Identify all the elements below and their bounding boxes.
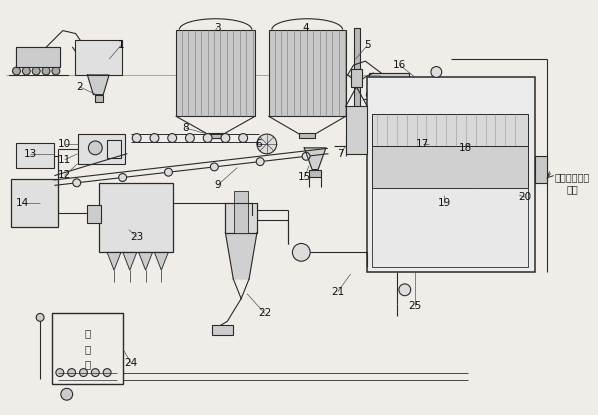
Circle shape: [32, 67, 40, 75]
Bar: [309, 170, 321, 178]
Bar: [78, 134, 125, 164]
Bar: [367, 77, 535, 272]
Text: 24: 24: [124, 358, 138, 368]
Text: 25: 25: [408, 300, 421, 310]
Circle shape: [257, 134, 277, 154]
Bar: [17, 143, 54, 168]
Bar: [208, 133, 224, 138]
Text: 9: 9: [214, 181, 221, 190]
Bar: [95, 95, 103, 102]
Polygon shape: [107, 252, 121, 270]
Text: 13: 13: [24, 149, 37, 159]
Text: 22: 22: [258, 308, 271, 318]
Circle shape: [22, 67, 30, 75]
Circle shape: [399, 284, 411, 296]
Bar: [212, 325, 233, 335]
Circle shape: [13, 67, 20, 75]
Polygon shape: [17, 47, 60, 67]
Text: 运至生料配料
系统: 运至生料配料 系统: [554, 173, 590, 194]
Circle shape: [56, 369, 64, 376]
Text: 料: 料: [84, 344, 90, 354]
Bar: [353, 28, 361, 116]
Circle shape: [257, 158, 264, 166]
Text: 20: 20: [518, 192, 532, 202]
Bar: [75, 40, 122, 75]
Polygon shape: [225, 233, 257, 279]
Text: 19: 19: [438, 198, 451, 208]
Text: 23: 23: [130, 232, 144, 242]
Circle shape: [150, 134, 159, 142]
Bar: [11, 179, 58, 227]
Bar: [225, 203, 257, 233]
Text: 6: 6: [255, 139, 263, 149]
Text: 11: 11: [58, 155, 71, 165]
Bar: [176, 29, 255, 116]
Circle shape: [168, 134, 176, 142]
Circle shape: [210, 163, 218, 171]
Circle shape: [91, 369, 99, 376]
Text: 14: 14: [16, 198, 29, 208]
Circle shape: [386, 91, 394, 99]
Bar: [346, 107, 367, 154]
Bar: [269, 29, 346, 116]
Circle shape: [185, 134, 194, 142]
Text: 12: 12: [58, 171, 71, 181]
Text: 2: 2: [76, 82, 83, 92]
Polygon shape: [123, 252, 137, 270]
Polygon shape: [154, 252, 168, 270]
Bar: [373, 115, 528, 146]
Polygon shape: [370, 73, 408, 91]
Circle shape: [302, 152, 310, 160]
Text: 1: 1: [118, 40, 124, 50]
Bar: [99, 183, 173, 252]
Text: 4: 4: [303, 23, 310, 33]
Circle shape: [118, 173, 127, 181]
Circle shape: [103, 369, 111, 376]
Bar: [350, 69, 362, 87]
Text: 8: 8: [182, 123, 190, 133]
Circle shape: [239, 134, 248, 142]
Polygon shape: [139, 252, 152, 270]
Circle shape: [42, 67, 50, 75]
Circle shape: [61, 388, 72, 400]
Bar: [234, 191, 248, 233]
Bar: [300, 133, 315, 138]
Text: 3: 3: [214, 23, 221, 33]
Text: 熟: 熟: [84, 328, 90, 338]
Circle shape: [221, 134, 230, 142]
Text: 16: 16: [393, 60, 407, 70]
Circle shape: [36, 313, 44, 321]
Circle shape: [52, 67, 60, 75]
Text: 21: 21: [331, 287, 344, 297]
Bar: [52, 313, 123, 384]
Circle shape: [431, 66, 442, 78]
Circle shape: [292, 244, 310, 261]
Circle shape: [406, 91, 414, 99]
Circle shape: [89, 141, 102, 155]
Circle shape: [396, 91, 404, 99]
Circle shape: [132, 134, 141, 142]
Text: 18: 18: [459, 143, 472, 153]
Text: 17: 17: [416, 139, 429, 149]
Bar: [373, 146, 528, 188]
Text: 7: 7: [337, 149, 344, 159]
Circle shape: [73, 179, 81, 187]
Text: 库: 库: [84, 359, 90, 369]
Text: 15: 15: [298, 173, 311, 183]
Circle shape: [203, 134, 212, 142]
Bar: [373, 188, 528, 267]
Bar: [107, 140, 121, 158]
Polygon shape: [87, 75, 109, 95]
Circle shape: [68, 369, 75, 376]
Circle shape: [164, 168, 172, 176]
Text: 5: 5: [364, 40, 371, 50]
Text: 10: 10: [58, 139, 71, 149]
Circle shape: [367, 91, 374, 99]
Bar: [535, 156, 547, 183]
Polygon shape: [304, 148, 326, 170]
Bar: [87, 205, 101, 223]
Circle shape: [80, 369, 87, 376]
Circle shape: [376, 91, 384, 99]
